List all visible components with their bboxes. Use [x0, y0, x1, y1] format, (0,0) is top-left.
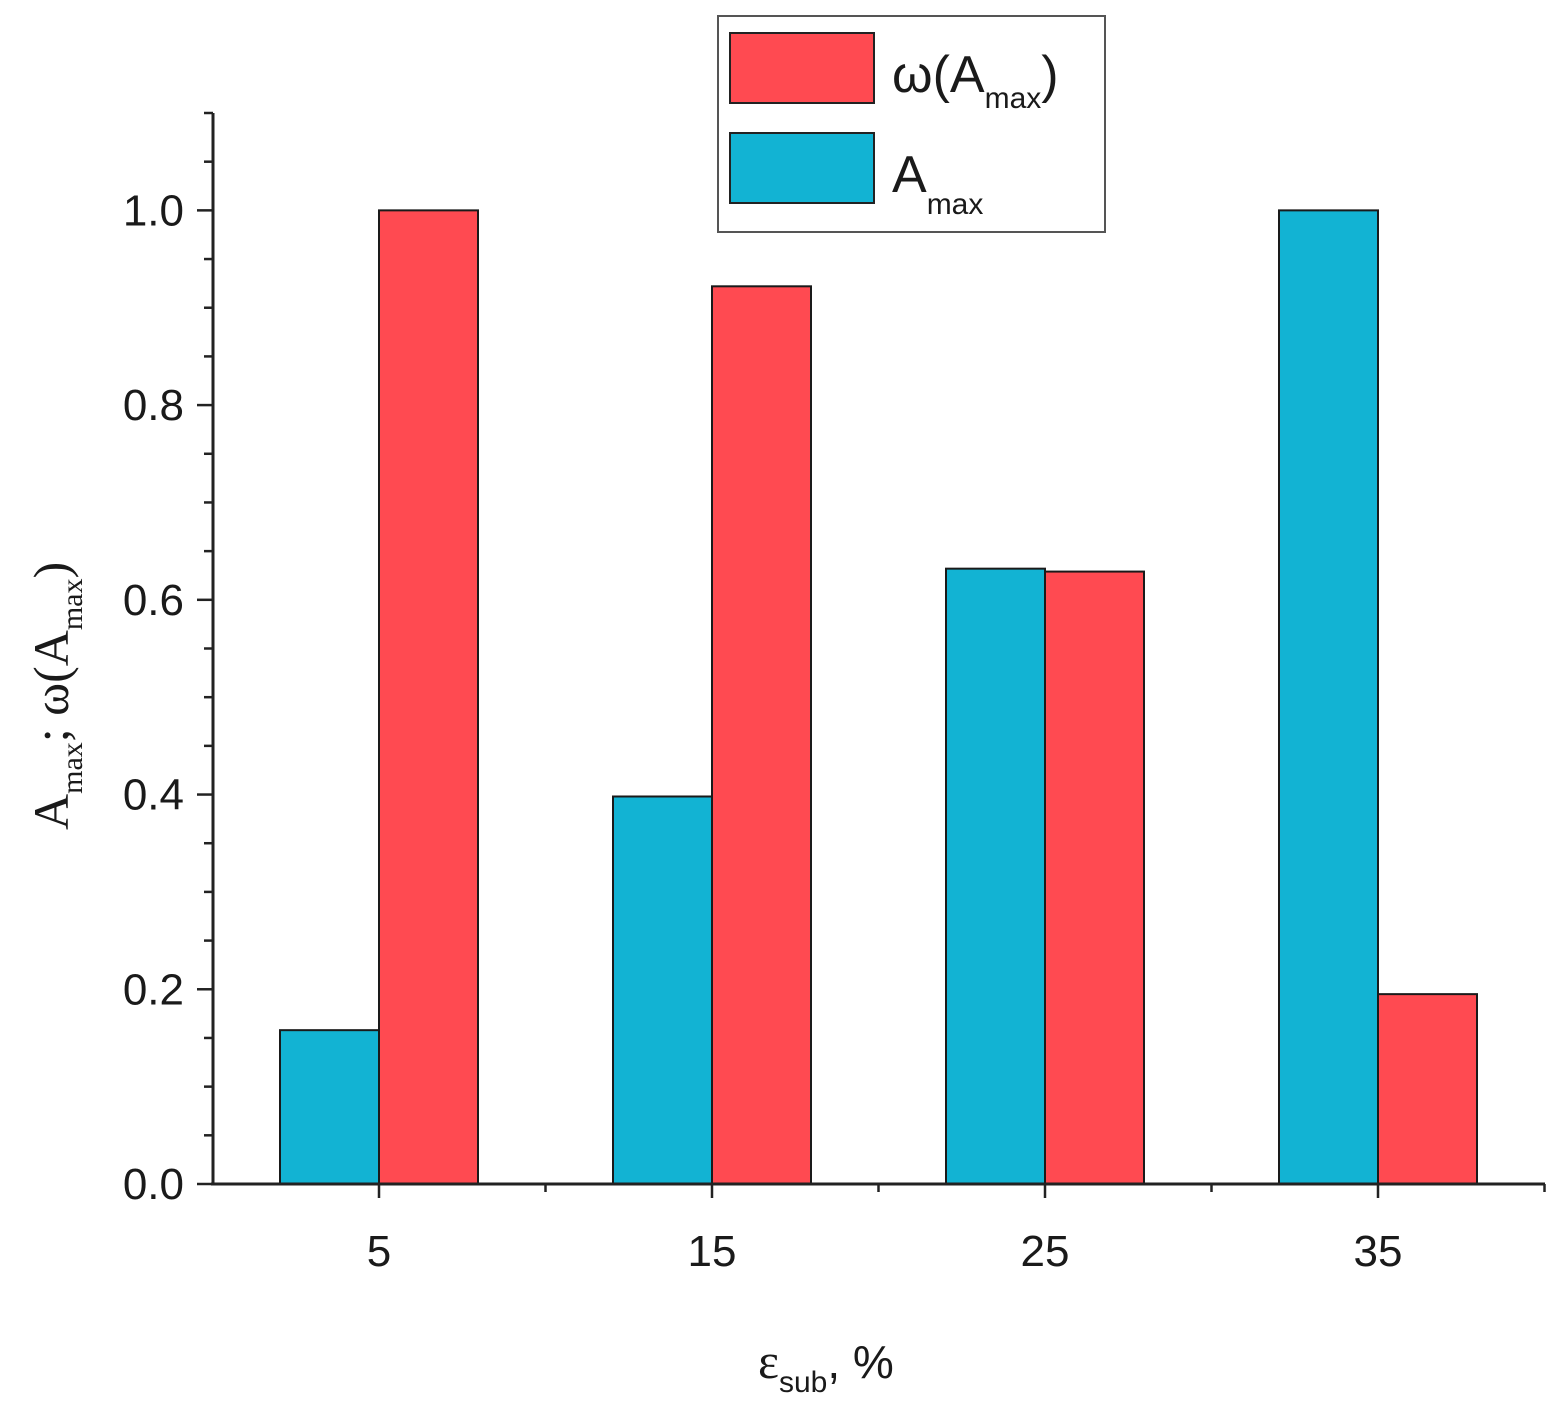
- x-ticks-group: 5 15 25 35: [367, 1184, 1546, 1276]
- y-ticks-group: 0.0 0.2 0.4 0.6 0.8 1.0: [123, 111, 213, 1209]
- bar-omega-5: [378, 209, 479, 1185]
- y-tick-label: 0.4: [123, 771, 184, 820]
- x-tick-label: 15: [688, 1227, 737, 1276]
- bar-omega-35: [1377, 993, 1478, 1186]
- y-tick-label: 0.0: [123, 1160, 184, 1209]
- y-tick-label: 1.0: [123, 186, 184, 235]
- x-tick-label: 25: [1021, 1227, 1070, 1276]
- bar-amax-35: [1278, 209, 1379, 1185]
- legend: ω(Amax) Amax: [717, 15, 1106, 233]
- y-axis-title: Amax; ω(Amax): [23, 562, 89, 830]
- legend-label-amax: Amax: [892, 146, 983, 221]
- y-tick-label: 0.2: [123, 965, 184, 1014]
- bars-group: [279, 209, 1478, 1186]
- y-tick-label: 0.6: [123, 576, 184, 625]
- legend-label-omega: ω(Amax): [892, 46, 1059, 115]
- bar-amax-25: [945, 567, 1046, 1185]
- legend-swatch-amax: [729, 132, 875, 204]
- bar-omega-15: [711, 285, 812, 1186]
- x-tick-label: 35: [1354, 1227, 1403, 1276]
- x-tick-label: 5: [367, 1227, 391, 1276]
- legend-swatch-omega: [729, 32, 875, 104]
- bar-amax-15: [612, 795, 713, 1185]
- bar-amax-5: [279, 1029, 380, 1185]
- bar-omega-25: [1044, 570, 1145, 1185]
- x-axis-title: εsub, %: [758, 1333, 894, 1399]
- y-tick-label: 0.8: [123, 381, 184, 430]
